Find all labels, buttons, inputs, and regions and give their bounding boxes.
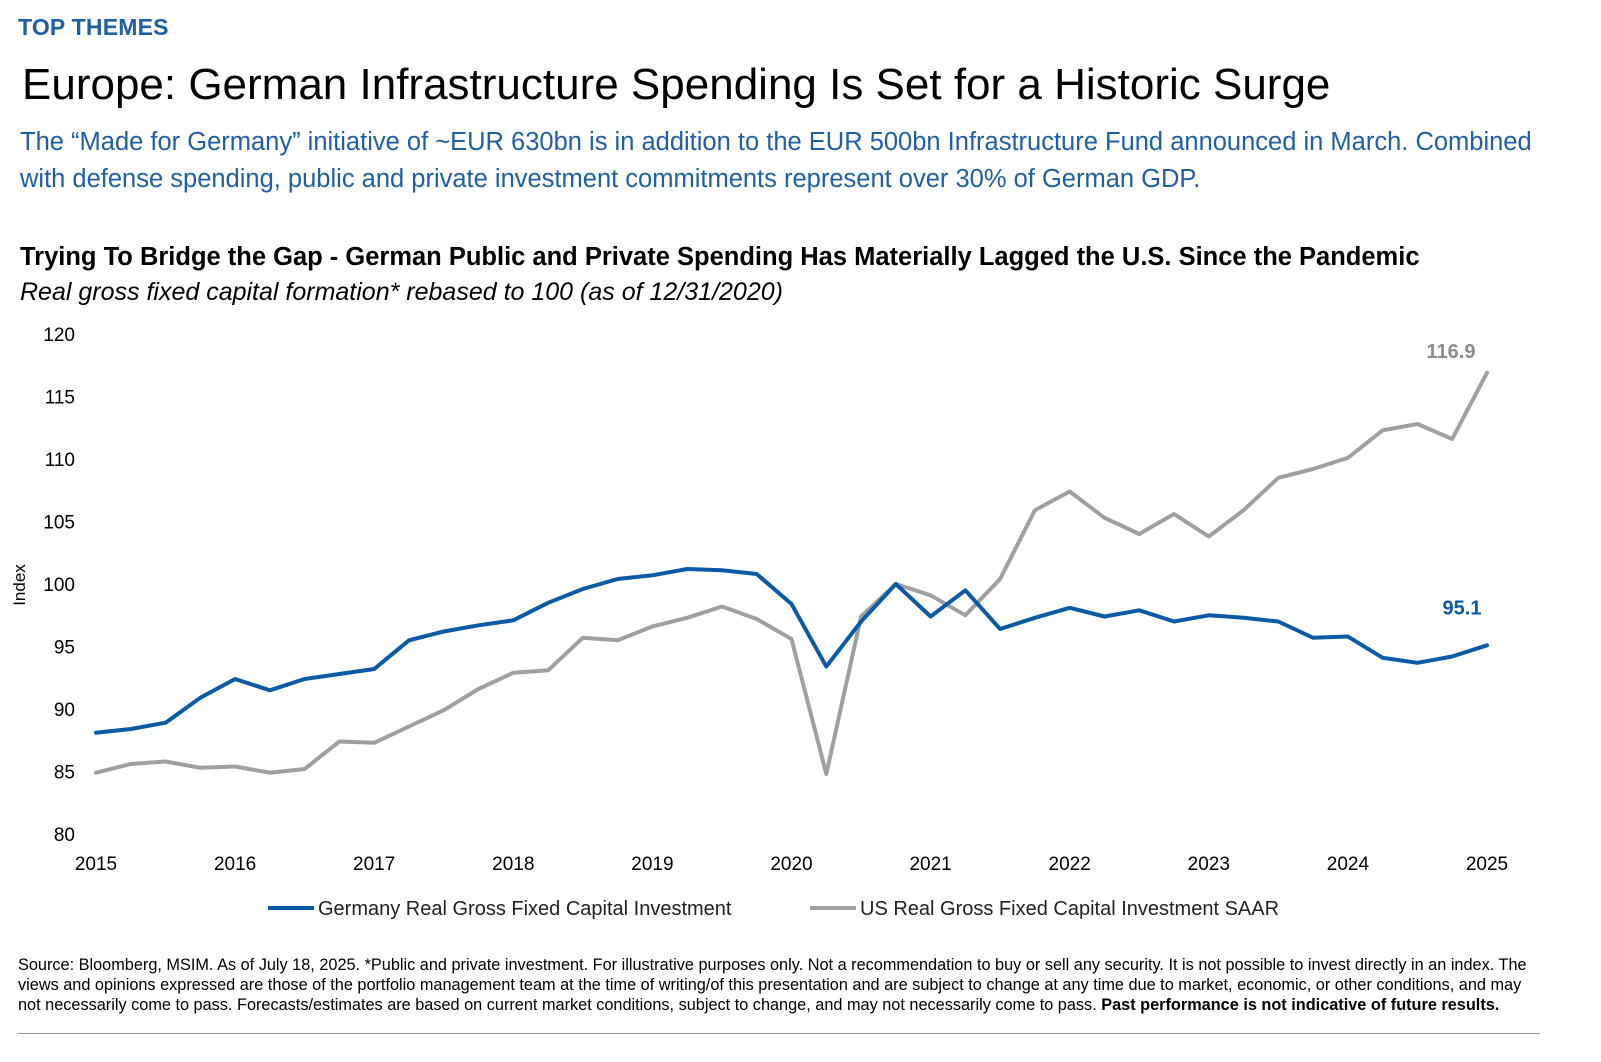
page-subtitle: The “Made for Germany” initiative of ~EU… bbox=[20, 128, 1532, 193]
series-line-us bbox=[94, 370, 1489, 776]
x-tick-label: 2025 bbox=[1466, 854, 1508, 875]
y-axis: 80 85 90 95 100 105 110 115 120 bbox=[43, 325, 75, 846]
legend-label-germany: Germany Real Gross Fixed Capital Investm… bbox=[318, 898, 732, 920]
x-tick-label: 2023 bbox=[1188, 854, 1230, 875]
legend-label-us: US Real Gross Fixed Capital Investment S… bbox=[860, 898, 1279, 920]
legend: Germany Real Gross Fixed Capital Investm… bbox=[268, 898, 1279, 920]
x-tick-label: 2016 bbox=[214, 854, 256, 875]
page-title: Europe: German Infrastructure Spending I… bbox=[22, 60, 1331, 109]
footnote-disclaimer: Past performance is not indicative of fu… bbox=[1101, 996, 1500, 1014]
y-tick-label: 85 bbox=[54, 763, 75, 784]
y-tick-label: 120 bbox=[43, 325, 75, 346]
line-chart: 80 85 90 95 100 105 110 115 120 2015 2016 2017 2018… bbox=[10, 325, 1508, 920]
x-tick-label: 2021 bbox=[909, 854, 951, 875]
y-axis-label: Index bbox=[10, 564, 29, 606]
x-tick-label: 2022 bbox=[1049, 854, 1091, 875]
footer-divider bbox=[18, 1033, 1540, 1034]
end-label-us: 116.9 bbox=[1427, 341, 1476, 363]
y-tick-label: 105 bbox=[43, 513, 75, 534]
x-tick-label: 2020 bbox=[770, 854, 812, 875]
x-tick-label: 2019 bbox=[631, 854, 673, 875]
footnote: Source: Bloomberg, MSIM. As of July 18, … bbox=[18, 955, 1543, 1015]
y-tick-label: 80 bbox=[54, 825, 75, 846]
chart-subtitle: Real gross fixed capital formation* reba… bbox=[20, 278, 783, 306]
x-tick-label: 2018 bbox=[492, 854, 534, 875]
series-layer: 95.1 116.9 bbox=[94, 341, 1489, 776]
section-eyebrow: TOP THEMES bbox=[18, 14, 169, 40]
y-tick-label: 115 bbox=[45, 388, 75, 409]
y-tick-label: 110 bbox=[45, 450, 75, 471]
y-tick-label: 95 bbox=[54, 638, 75, 659]
x-axis: 2015 2016 2017 2018 2019 2020 2021 2022 2023 2024… bbox=[75, 854, 1508, 875]
y-tick-label: 100 bbox=[43, 575, 75, 596]
footnote-text: Source: Bloomberg, MSIM. As of July 18, … bbox=[18, 956, 1527, 1014]
y-tick-label: 90 bbox=[54, 700, 75, 721]
x-tick-label: 2017 bbox=[353, 854, 395, 875]
x-tick-label: 2015 bbox=[75, 854, 117, 875]
series-line-germany bbox=[94, 567, 1489, 735]
end-label-germany: 95.1 bbox=[1443, 597, 1482, 619]
chart-title: Trying To Bridge the Gap - German Public… bbox=[20, 243, 1420, 271]
x-tick-label: 2024 bbox=[1327, 854, 1370, 875]
